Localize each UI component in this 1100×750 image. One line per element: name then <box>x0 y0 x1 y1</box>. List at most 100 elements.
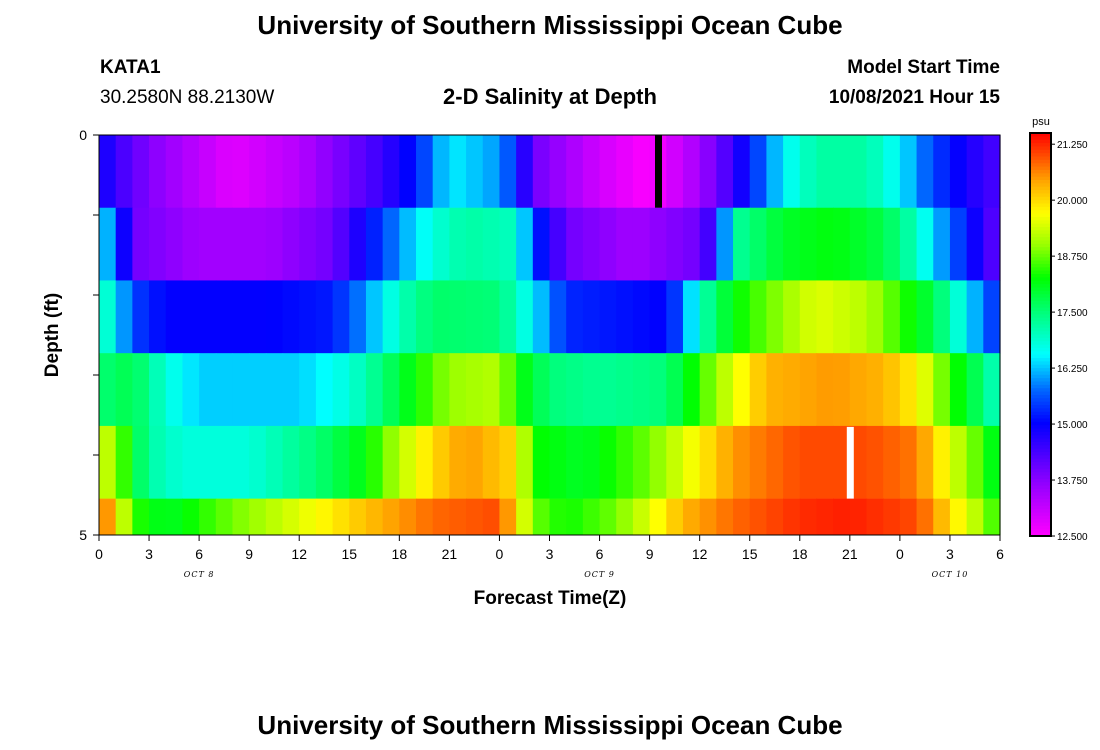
heatmap-cell <box>499 498 517 536</box>
heatmap-cell <box>349 135 367 209</box>
heatmap-cell <box>749 135 768 209</box>
heatmap-cell <box>299 280 317 354</box>
heatmap-cell <box>416 498 434 536</box>
heatmap-cell <box>582 353 601 427</box>
heatmap-cell <box>399 425 417 499</box>
x-tick-label: 3 <box>946 546 954 562</box>
colorbar-segment <box>1030 213 1051 218</box>
heatmap-cell <box>866 353 884 427</box>
heatmap-cell <box>199 207 217 281</box>
colorbar-segment <box>1030 381 1051 386</box>
heatmap-cell <box>966 353 984 427</box>
heatmap-cell <box>916 425 934 499</box>
colorbar-segment <box>1030 334 1051 339</box>
colorbar-segment <box>1030 317 1051 322</box>
heatmap-cell <box>449 353 467 427</box>
heatmap-cell <box>699 425 717 499</box>
heatmap-cell <box>949 135 968 209</box>
heatmap-cell <box>616 207 634 281</box>
colorbar-tick-label: 17.500 <box>1057 308 1088 319</box>
colorbar-segment <box>1030 227 1051 231</box>
heatmap-cell <box>499 280 517 354</box>
colorbar-segment <box>1030 441 1051 446</box>
heatmap-cell <box>632 207 651 281</box>
heatmap-cell <box>783 353 801 427</box>
heatmap-cell <box>566 498 584 536</box>
heatmap-cell <box>666 353 684 427</box>
heatmap-cell <box>833 498 851 536</box>
heatmap-cell <box>99 207 117 281</box>
x-axis: 0 3 6 9 12 15 18 21 0 3 6 9 12 15 18 21 0 3 6 OCT 8 OCT 9 OCT… <box>95 535 1004 579</box>
heatmap-cell <box>382 280 400 354</box>
heatmap-cell <box>332 135 350 209</box>
heatmap-cell <box>115 425 133 499</box>
heatmap-cell <box>416 280 434 354</box>
colorbar-segment <box>1030 156 1051 161</box>
heatmap-cell <box>315 135 334 209</box>
heatmap-cell <box>733 353 751 427</box>
heatmap-cell <box>866 498 884 536</box>
colorbar-segment <box>1030 394 1051 399</box>
heatmap-cell <box>282 425 300 499</box>
heatmap-cell <box>432 425 450 499</box>
heatmap-cell <box>149 425 167 499</box>
salinity-depth-chart: 0 3 6 9 12 15 18 21 0 3 6 9 12 15 18 21 0 3 6 OCT 8 OCT 9 OCT… <box>42 116 1088 609</box>
heatmap-cell <box>182 425 200 499</box>
colorbar-segment <box>1030 270 1051 275</box>
heatmap-cell <box>933 135 951 209</box>
heatmap-cell <box>332 353 350 427</box>
colorbar-segment <box>1030 462 1051 466</box>
heatmap-cell <box>232 280 250 354</box>
heatmap-cell <box>99 498 117 536</box>
x-date-label: OCT 8 <box>184 570 215 579</box>
heatmap-cell <box>983 135 1001 209</box>
heatmap-cell <box>232 425 250 499</box>
heatmap-cell <box>783 498 801 536</box>
heatmap-cell <box>916 498 934 536</box>
heatmap-cell <box>599 207 617 281</box>
heatmap-cell <box>365 135 384 209</box>
heatmap-cell <box>616 353 634 427</box>
heatmap-cell <box>115 280 133 354</box>
y-tick-label: 5 <box>79 527 87 543</box>
colorbar-segment <box>1030 223 1051 228</box>
heatmap-cell <box>799 135 818 209</box>
heatmap-cell <box>599 425 617 499</box>
heatmap-cell <box>215 425 234 499</box>
heatmap-cell <box>883 353 901 427</box>
heatmap-cell <box>566 425 584 499</box>
footer-title: University of Southern Mississippi Ocean… <box>257 710 843 740</box>
heatmap-cell <box>966 207 984 281</box>
heatmap-cell <box>833 207 851 281</box>
heatmap-cell <box>232 207 250 281</box>
heatmap-cell <box>949 425 968 499</box>
colorbar-segment <box>1030 280 1051 285</box>
heatmap-cell <box>265 353 284 427</box>
heatmap-cell <box>265 425 284 499</box>
colorbar-segment <box>1030 351 1051 356</box>
heatmap-cell <box>165 207 184 281</box>
colorbar-segment <box>1030 364 1051 369</box>
colorbar-segment <box>1030 411 1051 416</box>
heatmap-cell <box>249 135 267 209</box>
heatmap-cell <box>399 498 417 536</box>
y-axis: 05 <box>79 127 99 543</box>
heatmap-cell <box>916 135 934 209</box>
heatmap-cell <box>416 207 434 281</box>
colorbar-segment <box>1030 260 1051 265</box>
x-tick-label: 6 <box>596 546 604 562</box>
heatmap-cell <box>983 280 1001 354</box>
heatmap-cell <box>399 280 417 354</box>
heatmap-cell <box>599 353 617 427</box>
colorbar-segment <box>1030 321 1051 325</box>
colorbar-segment <box>1030 173 1051 178</box>
heatmap-cell <box>566 280 584 354</box>
colorbar-segment <box>1030 257 1051 262</box>
colorbar-segment <box>1030 247 1051 252</box>
heatmap-cell <box>165 135 184 209</box>
heatmap-cell <box>649 425 667 499</box>
heatmap-cell <box>849 425 868 499</box>
colorbar-segment <box>1030 431 1051 436</box>
heatmap-cell <box>482 207 501 281</box>
heatmap-cell <box>582 207 601 281</box>
